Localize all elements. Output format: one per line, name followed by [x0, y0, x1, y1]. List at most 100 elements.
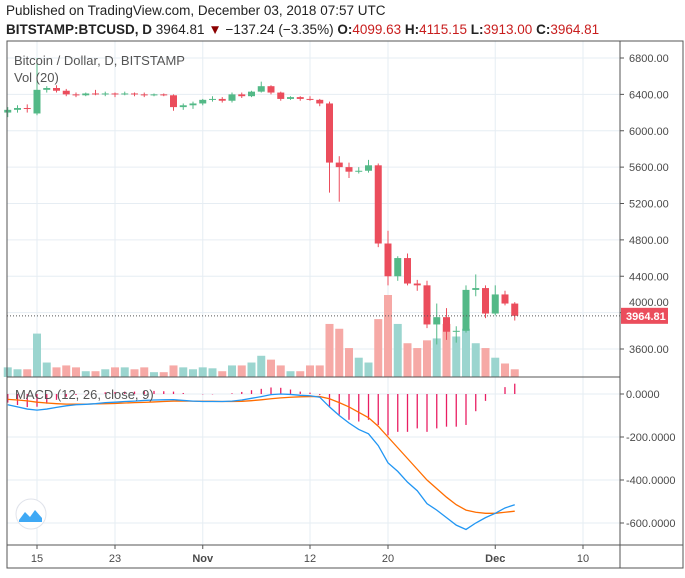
macd-line	[7, 393, 515, 531]
volume-bar	[374, 319, 383, 377]
candle-body	[43, 88, 51, 90]
volume-bar	[403, 343, 412, 377]
down-arrow-icon: ▼	[208, 22, 222, 37]
candle	[160, 93, 168, 97]
candle	[179, 103, 187, 110]
candle	[413, 279, 421, 291]
candle	[452, 326, 460, 343]
candle	[296, 96, 304, 101]
volume-legend: Vol (20)	[14, 70, 59, 85]
candle-body	[335, 162, 343, 168]
candle-body	[238, 94, 246, 97]
volume-bar	[462, 328, 470, 377]
volume-bar	[159, 372, 168, 377]
y-tick-label: 4800.00	[629, 235, 669, 247]
candle	[14, 105, 21, 113]
candle	[365, 159, 372, 173]
candle	[384, 230, 392, 286]
volume-bar	[33, 333, 41, 377]
volume-bar	[42, 362, 51, 377]
candle-body	[189, 103, 197, 106]
volume-bar	[208, 368, 217, 377]
volume-bar	[345, 348, 353, 377]
candle-body	[92, 93, 99, 95]
volume-bar	[393, 323, 402, 377]
candle-body	[150, 94, 158, 96]
volume-bar	[228, 365, 236, 377]
candle-body	[131, 93, 138, 95]
x-tick-label: 10	[577, 553, 589, 565]
open-value: 4099.63	[352, 22, 402, 37]
volume-bar	[452, 336, 461, 377]
volume-bar	[296, 371, 305, 377]
candle-body	[72, 94, 80, 96]
candle-body	[287, 97, 294, 99]
low-label: L:	[470, 22, 484, 37]
candle-body	[501, 294, 509, 304]
y-tick-label: 6800.00	[629, 53, 669, 65]
macd-y-tick-label: -600.0000	[626, 518, 676, 530]
candle	[287, 96, 294, 100]
candle	[433, 303, 441, 345]
candle-body	[384, 243, 392, 277]
volume-bar	[218, 371, 227, 377]
high-label: H:	[404, 22, 420, 37]
candle-body	[345, 167, 353, 172]
candle	[491, 285, 499, 316]
volume-bar	[169, 365, 178, 377]
chart-title: Bitcoin / Dollar, D, BITSTAMP	[14, 53, 185, 68]
candle	[248, 90, 255, 98]
x-tick-label: 23	[109, 553, 121, 565]
symbol-legend: BITSTAMP:BTCUSD, D 3964.81 ▼ −137.24 (−3…	[6, 22, 599, 37]
candle	[423, 280, 431, 329]
low-value: 3913.00	[483, 22, 533, 37]
candle	[404, 253, 411, 286]
volume-bar	[501, 363, 509, 377]
y-tick-label: 3600.00	[629, 344, 669, 356]
candle-body	[452, 330, 460, 332]
candle	[238, 92, 246, 99]
volume-bar	[72, 367, 80, 377]
last-price: 3964.81	[155, 22, 205, 37]
volume-bar	[101, 369, 110, 377]
candle-body	[277, 92, 285, 99]
candle-body	[355, 170, 363, 172]
x-tick-label: 20	[382, 553, 394, 565]
candle-body	[326, 103, 333, 163]
candle	[140, 92, 148, 98]
candle-body	[218, 98, 226, 101]
volume-bar	[267, 359, 275, 377]
y-tick-label: 4000.00	[629, 297, 669, 309]
candle	[267, 85, 275, 95]
candle-body	[62, 90, 70, 95]
volume-bar	[120, 367, 129, 377]
candle	[150, 93, 158, 97]
candle-body	[228, 94, 236, 101]
candle	[53, 85, 60, 93]
candle-body	[423, 285, 431, 325]
volume-bar	[111, 367, 119, 377]
volume-bar	[510, 369, 519, 377]
volume-bar	[286, 371, 295, 377]
volume-bar	[423, 340, 431, 377]
volume-bar	[335, 328, 344, 377]
volume-bar	[179, 367, 188, 377]
candle-body	[443, 317, 450, 332]
y-tick-label: 5200.00	[629, 199, 669, 211]
volume-bar	[481, 348, 490, 377]
candle-body	[111, 93, 119, 95]
x-tick-label: Dec	[485, 553, 505, 565]
volume-bar	[432, 338, 441, 377]
signal-line	[7, 395, 515, 514]
volume-bar	[413, 348, 422, 377]
candle	[111, 92, 119, 98]
candle	[277, 91, 285, 101]
candle	[394, 256, 402, 281]
volume-bar	[315, 365, 324, 377]
candle	[462, 285, 470, 333]
candle-body	[491, 294, 499, 314]
volume-bar	[23, 369, 32, 377]
candle	[121, 91, 129, 96]
candle	[345, 162, 353, 179]
